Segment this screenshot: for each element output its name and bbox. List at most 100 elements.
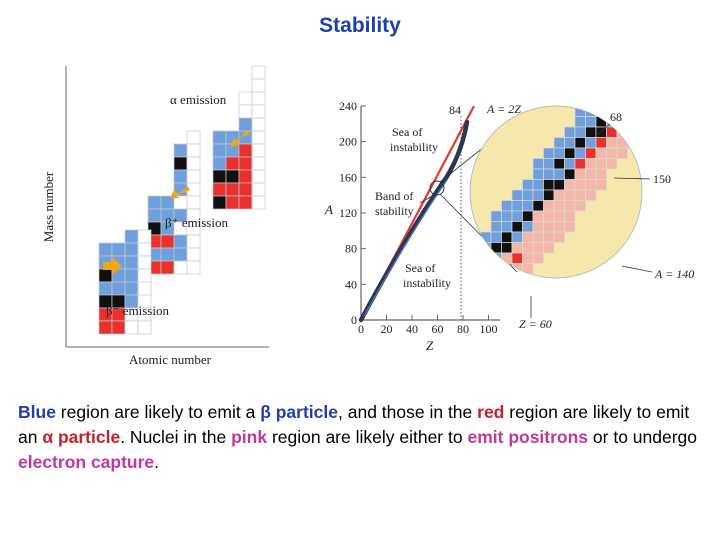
sea-lower-line2: instability — [403, 276, 451, 290]
zoom-cell-15-2 — [490, 263, 502, 275]
zoom-cell-3-12 — [595, 137, 607, 149]
sea-upper-line2: instability — [390, 140, 438, 154]
caption-t5: region are likely either to — [267, 427, 468, 447]
zoom-cell-5-6 — [532, 158, 544, 170]
left-cell-2-0-2 — [124, 229, 139, 244]
zoom-cell-3-11 — [585, 137, 597, 149]
left-cell-1-1-3 — [186, 143, 201, 158]
zoom-cell-6-11 — [585, 168, 597, 180]
left-cell-2-1-1 — [111, 242, 126, 257]
x-tick-label-20: 20 — [381, 322, 393, 336]
zoom-cell-8-11 — [585, 189, 597, 201]
zoom-cell-11-9 — [564, 221, 576, 233]
caption-t3: region are likely to emit an — [18, 402, 690, 447]
zoom-cell-6-6 — [532, 168, 544, 180]
zoom-cell-6-10 — [574, 168, 586, 180]
sea-lower-line1: Sea of — [405, 261, 435, 275]
caption-blue: Blue — [18, 402, 56, 422]
zoom-cell-12-3 — [501, 231, 513, 243]
caption-t7: . — [154, 452, 160, 472]
zoom-cell-2-15 — [627, 126, 639, 138]
y-tick-label-80: 80 — [345, 242, 357, 256]
zoom-cell-14-4 — [511, 252, 523, 264]
beta-minus-emission-label: β⁻ emission — [106, 303, 169, 318]
zoom-cell-2-13 — [606, 126, 618, 138]
left-cell-0-8-2 — [238, 169, 253, 184]
zoom-cell-11-4 — [511, 221, 523, 233]
left-cell-1-10-1 — [160, 260, 175, 275]
zoom-cell-7-10 — [574, 179, 586, 191]
left-cell-1-2-2 — [173, 156, 188, 171]
left-cell-0-1-3 — [251, 78, 266, 93]
zoom-cell-13-2 — [490, 242, 502, 254]
x-tick-label-80: 80 — [457, 322, 469, 336]
zoom-cell-10-3 — [501, 210, 513, 222]
zoom-cell-4-14 — [616, 147, 628, 159]
left-cell-1-3-3 — [186, 169, 201, 184]
x-tick-label-40: 40 — [406, 322, 418, 336]
decay-modes-panel: Mass number Atomic number α emission β⁺ … — [41, 65, 269, 367]
zoom-label-150: 150 — [653, 172, 671, 186]
zoom-cell-4-8 — [553, 147, 565, 159]
zoom-cell-9-8 — [553, 200, 565, 212]
zoom-cell-7-8 — [553, 179, 565, 191]
zoom-cell-10-8 — [553, 210, 565, 222]
zoom-cell-12-7 — [543, 231, 555, 243]
zoom-cell-10-5 — [522, 210, 534, 222]
beta-minus-arrow-icon — [103, 257, 122, 275]
zoom-label-a140: A = 140 — [654, 267, 694, 281]
zoom-cell-5-12 — [595, 158, 607, 170]
zoom-cell-9-10 — [574, 200, 586, 212]
left-cell-0-8-0 — [212, 169, 227, 184]
left-cell-2-3-3 — [137, 268, 152, 283]
zoom-cell-0-15 — [627, 106, 639, 117]
left-cell-2-0-3 — [137, 229, 152, 244]
zoom-cell-10-7 — [543, 210, 555, 222]
zoom-pointer-a140 — [621, 265, 653, 273]
zoom-cell-4-9 — [564, 147, 576, 159]
left-cell-1-6-0 — [147, 208, 162, 223]
left-cell-2-4-3 — [137, 281, 152, 296]
zoom-cell-12-1 — [480, 231, 492, 243]
zoom-cell-2-16 — [637, 126, 642, 138]
zoom-cell-13-5 — [522, 242, 534, 254]
left-cell-1-0-3 — [186, 130, 201, 145]
zoom-cell-16-4 — [511, 273, 523, 278]
page-title: Stability — [319, 14, 401, 37]
zoom-cell-9-9 — [564, 200, 576, 212]
x-tick-label-100: 100 — [480, 322, 498, 336]
y-tick-label-240: 240 — [339, 99, 357, 113]
zoom-cell-9-4 — [511, 200, 523, 212]
zoom-cell-4-7 — [543, 147, 555, 159]
left-cell-1-8-3 — [186, 234, 201, 249]
left-cell-1-1-2 — [173, 143, 188, 158]
zoom-cell-16-3 — [501, 273, 513, 278]
left-cell-0-2-2 — [238, 91, 253, 106]
band-pointer — [419, 195, 433, 204]
zoom-cell-3-9 — [564, 137, 576, 149]
zoom-inset: 68 150 A = 140 Z = 60 — [469, 105, 694, 331]
left-cell-2-2-2 — [124, 255, 139, 270]
left-cell-0-4-3 — [251, 117, 266, 132]
y-tick-label-40: 40 — [345, 277, 357, 291]
zoom-cell-7-9 — [564, 179, 576, 191]
y-tick-label-200: 200 — [339, 135, 357, 149]
zoom-cell-1-15 — [627, 116, 639, 128]
zoom-cell-1-16 — [637, 116, 642, 128]
left-cell-0-9-1 — [225, 182, 240, 197]
left-cell-0-9-2 — [238, 182, 253, 197]
left-x-axis-label: Atomic number — [129, 352, 212, 367]
zoom-cell-9-3 — [501, 200, 513, 212]
zoom-cell-5-9 — [564, 158, 576, 170]
left-cell-0-7-2 — [238, 156, 253, 171]
zoom-cell-2-9 — [564, 126, 576, 138]
zoom-cell-15-5 — [522, 263, 534, 275]
zoom-cell-4-13 — [606, 147, 618, 159]
zoom-cell-10-4 — [511, 210, 523, 222]
left-cell-2-4-1 — [111, 281, 126, 296]
zoom-pointer-68 — [595, 123, 611, 137]
caption-beta: β particle — [260, 402, 338, 422]
zoom-cell-8-6 — [532, 189, 544, 201]
caption-electron-capture: electron capture — [18, 452, 155, 472]
y-tick-label-160: 160 — [339, 170, 357, 184]
